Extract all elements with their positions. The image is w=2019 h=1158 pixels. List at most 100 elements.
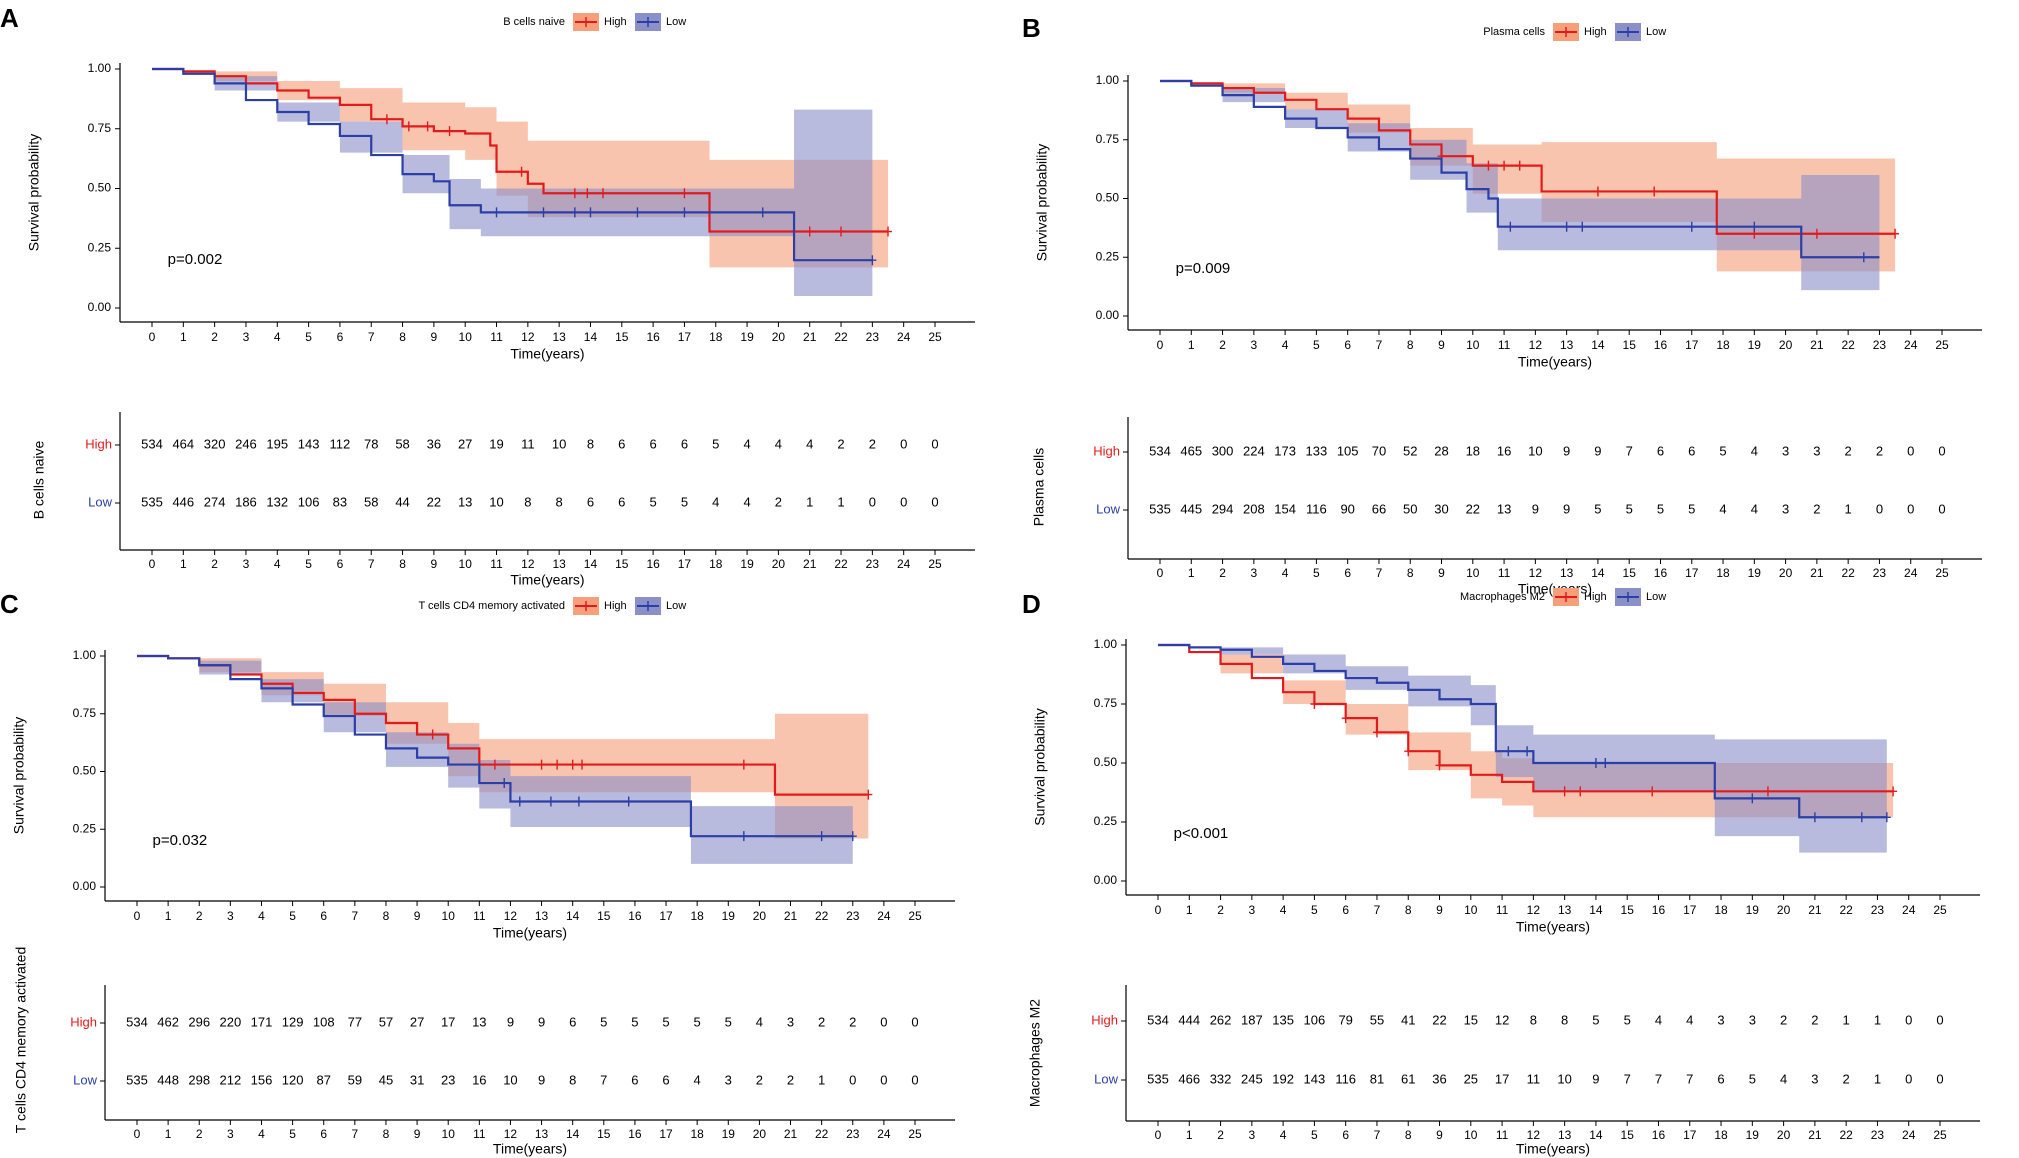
- risk-count-low: 36: [1432, 1071, 1446, 1086]
- risk-count-high: 534: [1147, 1012, 1169, 1027]
- y-tick-label: 0.50: [1096, 191, 1120, 205]
- risk-x-tick-label: 18: [709, 557, 723, 571]
- censor-mark-low: [574, 796, 583, 807]
- risk-count-low: 2: [1813, 501, 1820, 516]
- x-tick-label: 18: [709, 330, 723, 344]
- x-tick-label: 6: [320, 909, 327, 923]
- risk-count-high: 5: [1624, 1012, 1631, 1027]
- risk-count-low: 25: [1464, 1071, 1478, 1086]
- risk-count-low: 22: [1466, 501, 1480, 516]
- x-tick-label: 5: [289, 909, 296, 923]
- risk-x-tick-label: 6: [1344, 566, 1351, 580]
- legend-title: Plasma cells: [1483, 26, 1545, 38]
- risk-x-tick-label: 15: [1623, 566, 1637, 580]
- risk-count-low: 212: [220, 1072, 242, 1087]
- risk-count-low: 445: [1180, 501, 1202, 516]
- x-tick-label: 17: [1685, 338, 1699, 352]
- x-axis-title: Time(years): [493, 925, 567, 941]
- censor-mark-high: [1891, 228, 1900, 239]
- risk-x-tick-label: 7: [1376, 566, 1383, 580]
- risk-count-low: 535: [126, 1072, 148, 1087]
- risk-x-tick-label: 20: [1777, 1128, 1791, 1142]
- x-tick-label: 5: [1313, 338, 1320, 352]
- risk-count-high: 27: [458, 436, 472, 451]
- risk-x-tick-label: 15: [615, 557, 629, 571]
- censor-mark-low: [1504, 746, 1513, 757]
- censor-mark-low: [758, 207, 767, 218]
- risk-count-low: 208: [1243, 501, 1265, 516]
- risk-x-tick-label: 8: [1407, 566, 1414, 580]
- x-tick-label: 24: [877, 909, 891, 923]
- risk-x-tick-label: 19: [740, 557, 754, 571]
- risk-count-low: 116: [1306, 501, 1327, 516]
- risk-x-tick-label: 25: [1935, 566, 1949, 580]
- censor-mark-low: [1578, 221, 1587, 232]
- risk-count-high: 462: [157, 1014, 179, 1029]
- risk-count-low: 1: [1845, 501, 1852, 516]
- risk-count-low: 22: [427, 494, 441, 509]
- risk-count-high: 5: [1592, 1012, 1599, 1027]
- risk-count-high: 133: [1306, 443, 1328, 458]
- risk-count-high: 246: [235, 436, 257, 451]
- y-tick-label: 0.75: [73, 706, 97, 720]
- risk-count-low: 4: [712, 494, 719, 509]
- censor-mark-low: [586, 207, 595, 218]
- risk-x-tick-label: 15: [1621, 1128, 1635, 1142]
- censor-mark-low: [1810, 812, 1819, 823]
- risk-count-high: 5: [694, 1014, 701, 1029]
- risk-count-low: 294: [1212, 501, 1234, 516]
- y-tick-label: 1.00: [1094, 637, 1118, 651]
- risk-count-high: 3: [787, 1014, 794, 1029]
- risk-x-tick-label: 10: [1464, 1128, 1478, 1142]
- risk-count-high: 6: [569, 1014, 576, 1029]
- legend-label-high: High: [1584, 26, 1607, 38]
- risk-count-high: 4: [775, 436, 782, 451]
- x-tick-label: 3: [227, 909, 234, 923]
- y-tick-label: 0.50: [73, 764, 97, 778]
- x-tick-label: 19: [1748, 338, 1762, 352]
- risk-count-low: 4: [694, 1072, 701, 1087]
- risk-count-high: 8: [1561, 1012, 1568, 1027]
- ci-band-high: [152, 69, 889, 268]
- x-tick-label: 20: [753, 909, 767, 923]
- p-value: p<0.001: [1174, 825, 1229, 842]
- legend-label-low: Low: [666, 16, 686, 28]
- censor-mark-high: [1435, 760, 1444, 771]
- risk-count-high: 108: [313, 1014, 335, 1029]
- x-tick-label: 3: [243, 330, 250, 344]
- x-tick-label: 22: [815, 909, 829, 923]
- risk-x-tick-label: 21: [803, 557, 817, 571]
- risk-count-low: 448: [157, 1072, 179, 1087]
- risk-count-low: 87: [316, 1072, 330, 1087]
- risk-count-high: 143: [298, 436, 320, 451]
- risk-x-tick-label: 17: [678, 557, 692, 571]
- risk-x-tick-label: 0: [149, 557, 156, 571]
- x-tick-label: 8: [1407, 338, 1414, 352]
- risk-count-high: 9: [1563, 443, 1570, 458]
- panel-b: B Plasma cells High Low 0.00 0.25 0.50 0.75 1.00…: [1022, 13, 1982, 597]
- risk-count-high: 6: [681, 436, 688, 451]
- risk-x-tick-label: 24: [897, 557, 911, 571]
- x-tick-label: 19: [1746, 903, 1760, 917]
- risk-x-tick-label: 24: [1902, 1128, 1916, 1142]
- censor-mark-low: [1601, 758, 1610, 768]
- x-tick-label: 1: [1188, 338, 1195, 352]
- censor-mark-high: [428, 729, 437, 740]
- risk-count-high: 16: [1497, 443, 1511, 458]
- risk-count-low: 9: [1532, 501, 1539, 516]
- risk-count-low: 0: [900, 494, 907, 509]
- risk-x-tick-label: 4: [1280, 1128, 1287, 1142]
- legend-title: Macrophages M2: [1460, 591, 1545, 603]
- ci-band-high: [137, 656, 869, 839]
- risk-x-tick-label: 6: [1342, 1128, 1349, 1142]
- risk-x-tick-label: 9: [414, 1127, 421, 1141]
- censor-mark-high: [1310, 699, 1319, 709]
- risk-count-low: 5: [1626, 501, 1633, 516]
- risk-x-tick-label: 6: [320, 1127, 327, 1141]
- x-tick-label: 22: [834, 330, 848, 344]
- risk-x-tick-label: 25: [928, 557, 942, 571]
- risk-count-low: 2: [756, 1072, 763, 1087]
- risk-count-high: 3: [1782, 443, 1789, 458]
